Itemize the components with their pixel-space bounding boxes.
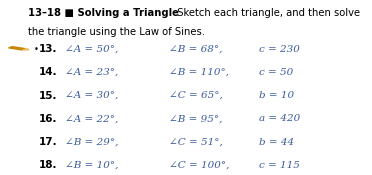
- Text: 14.: 14.: [39, 67, 58, 77]
- Text: b = 10: b = 10: [259, 91, 294, 100]
- Text: ∠C = 51°,: ∠C = 51°,: [169, 138, 223, 147]
- Text: ∠C = 65°,: ∠C = 65°,: [169, 91, 223, 100]
- Text: 15.: 15.: [39, 90, 58, 101]
- Text: •: •: [33, 44, 38, 54]
- Text: Sketch each triangle, and then solve: Sketch each triangle, and then solve: [171, 8, 360, 18]
- Polygon shape: [23, 49, 29, 50]
- Text: c = 115: c = 115: [259, 161, 299, 170]
- Text: 18.: 18.: [39, 160, 58, 170]
- Text: ∠A = 50°,: ∠A = 50°,: [65, 44, 118, 54]
- Text: ∠C = 100°,: ∠C = 100°,: [169, 161, 230, 170]
- Text: ∠A = 22°,: ∠A = 22°,: [65, 114, 118, 123]
- Text: ∠B = 10°,: ∠B = 10°,: [65, 161, 118, 170]
- Text: ∠B = 110°,: ∠B = 110°,: [169, 68, 229, 77]
- Text: b = 44: b = 44: [259, 138, 294, 147]
- Text: ∠A = 30°,: ∠A = 30°,: [65, 91, 118, 100]
- Text: ∠A = 23°,: ∠A = 23°,: [65, 68, 118, 77]
- Text: ∠B = 68°,: ∠B = 68°,: [169, 44, 222, 54]
- Text: c = 230: c = 230: [259, 44, 299, 54]
- Text: 16.: 16.: [39, 114, 58, 124]
- Text: c = 50: c = 50: [259, 68, 293, 77]
- Text: 13–18 ■ Solving a Triangle: 13–18 ■ Solving a Triangle: [28, 8, 179, 18]
- Text: 13.: 13.: [39, 44, 58, 54]
- Text: ∠B = 29°,: ∠B = 29°,: [65, 138, 118, 147]
- Text: 17.: 17.: [39, 137, 58, 147]
- Text: a = 420: a = 420: [259, 114, 300, 123]
- Polygon shape: [9, 47, 25, 50]
- Text: ∠B = 95°,: ∠B = 95°,: [169, 114, 222, 123]
- Text: the triangle using the Law of Sines.: the triangle using the Law of Sines.: [28, 27, 205, 37]
